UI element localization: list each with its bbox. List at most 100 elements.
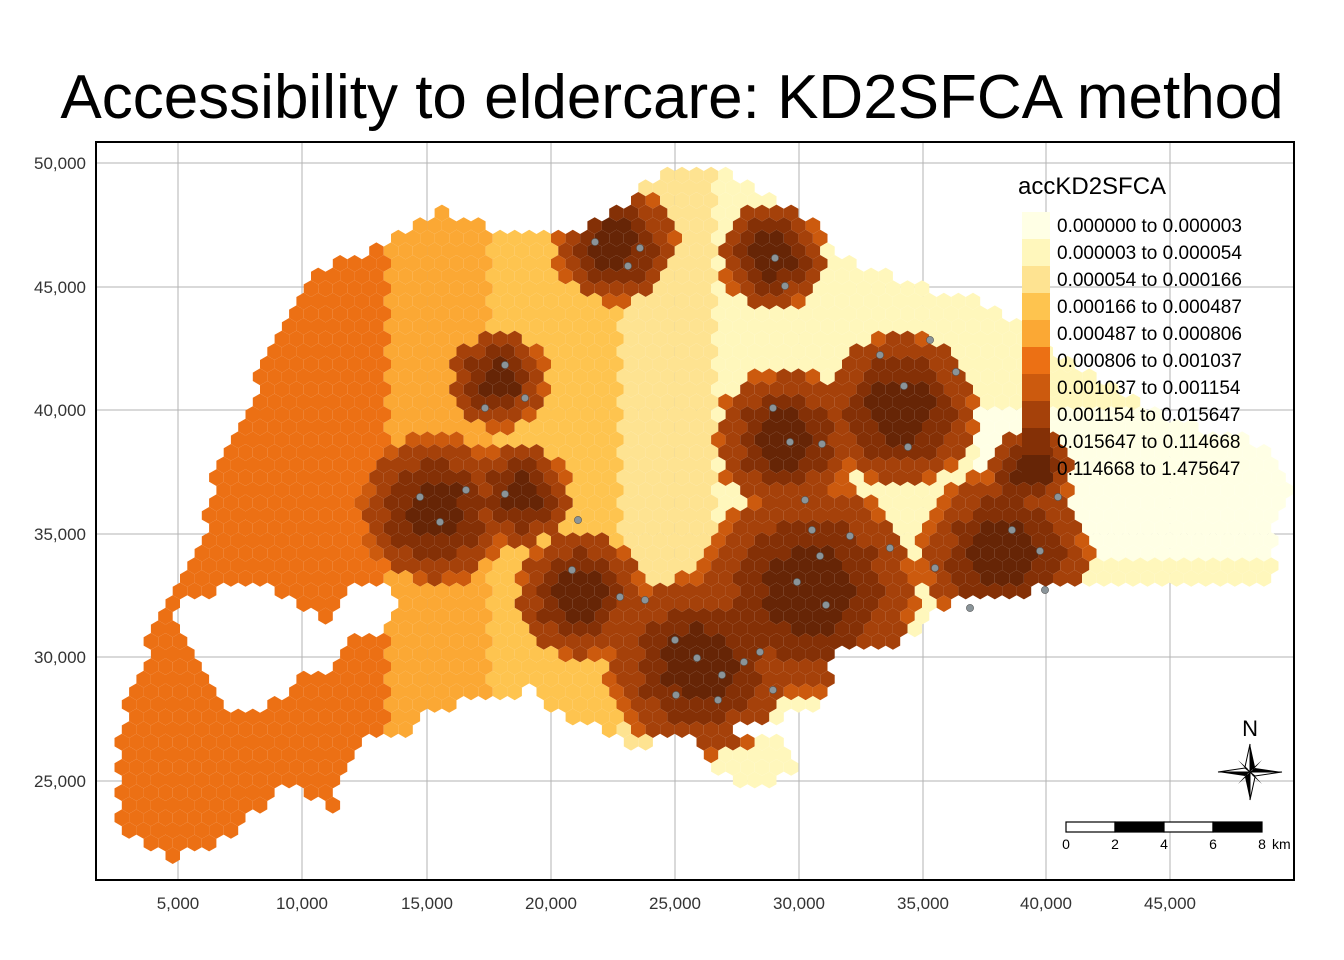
legend-label: 0.000166 to 0.000487 <box>1057 297 1242 318</box>
hex-cell <box>769 381 784 398</box>
hex-cell <box>1162 507 1177 524</box>
hex-cell <box>463 481 479 499</box>
hex-cell <box>1249 456 1264 474</box>
hex-cell <box>1009 393 1024 411</box>
hex-cell <box>383 544 399 562</box>
hex-cell <box>165 696 180 713</box>
hex-cell <box>332 658 348 675</box>
hex-cell <box>441 544 457 562</box>
hex-cell <box>1045 507 1061 524</box>
hex-cell <box>863 318 879 335</box>
hex-cell <box>718 721 733 738</box>
hex-cell <box>529 645 544 663</box>
hex-cell <box>158 607 173 625</box>
hex-cell <box>958 582 973 600</box>
hex-cell <box>369 570 384 587</box>
hex-cell <box>238 469 253 486</box>
hex-cell <box>391 330 406 348</box>
hex-cell <box>580 406 595 423</box>
hex-cell <box>1125 570 1141 587</box>
hex-cell <box>427 494 442 512</box>
hex-cell <box>492 532 508 549</box>
hex-cell <box>696 658 712 675</box>
hex-cell <box>747 368 762 386</box>
hex-cell <box>682 330 697 348</box>
hex-cell <box>776 292 792 310</box>
hex-cell <box>732 368 748 386</box>
hex-cell <box>543 469 559 486</box>
hex-cell <box>325 570 341 587</box>
hex-cell <box>820 368 835 386</box>
hex-cell <box>558 469 573 486</box>
hex-cell <box>682 481 697 499</box>
hex-cell <box>281 721 297 738</box>
hex-cell <box>485 242 501 260</box>
hex-cell <box>369 721 384 738</box>
hex-cell <box>209 771 224 789</box>
hex-cell <box>689 393 704 411</box>
hex-cell <box>762 670 777 688</box>
hex-cell <box>267 343 282 360</box>
hex-cell <box>420 355 435 373</box>
hex-cell <box>536 305 551 323</box>
hex-cell <box>471 418 486 436</box>
hex-cell <box>951 418 966 436</box>
hex-cell <box>682 229 697 247</box>
hex-cell <box>485 368 501 386</box>
hex-cell <box>652 204 668 222</box>
hex-cell <box>449 456 464 474</box>
facility-point <box>769 404 777 412</box>
hex-cell <box>711 607 726 625</box>
hex-cell <box>696 355 712 373</box>
facility-point <box>624 262 632 270</box>
hex-cell <box>412 292 428 310</box>
hex-cell <box>260 456 275 474</box>
hex-cell <box>689 519 704 537</box>
hex-cell <box>740 406 755 423</box>
hex-cell <box>711 204 726 222</box>
hex-cell <box>260 481 275 499</box>
hex-cell <box>594 633 610 650</box>
hex-cell <box>325 469 341 486</box>
hex-cell <box>1133 431 1148 449</box>
hex-cell <box>369 242 384 260</box>
hex-cell <box>543 544 559 562</box>
hex-cell <box>245 481 260 499</box>
hex-cell <box>1067 418 1083 436</box>
hex-cell <box>281 469 297 486</box>
hex-cell <box>667 582 682 600</box>
hex-cell <box>478 431 493 449</box>
hex-cell <box>347 280 362 297</box>
hex-cell <box>1103 481 1119 499</box>
hex-cell <box>311 469 326 486</box>
facility-point <box>718 671 726 679</box>
hex-cell <box>1227 519 1243 537</box>
hex-cell <box>289 759 304 776</box>
hex-cell <box>463 456 479 474</box>
hex-cell <box>703 292 719 310</box>
hex-cell <box>507 330 522 348</box>
hex-cell <box>769 305 784 323</box>
hex-cell <box>1147 406 1163 423</box>
hex-cell <box>652 355 668 373</box>
hex-cell <box>521 431 537 449</box>
hex-cell <box>441 393 457 411</box>
hex-cell <box>376 280 391 297</box>
hex-cell <box>849 444 864 461</box>
hex-cell <box>711 280 726 297</box>
hex-cell <box>580 330 595 348</box>
hex-cell <box>1089 481 1104 499</box>
hex-cell <box>150 721 166 738</box>
hex-cell <box>1060 355 1075 373</box>
hex-cell <box>900 330 915 348</box>
hex-cell <box>543 595 559 612</box>
hex-cell <box>354 469 370 486</box>
hex-cell <box>732 519 748 537</box>
hex-cell <box>594 305 610 323</box>
hex-cell <box>572 469 588 486</box>
hex-cell <box>500 267 515 285</box>
hex-cell <box>994 544 1010 562</box>
hex-cell <box>1169 544 1184 562</box>
hex-cell <box>660 292 675 310</box>
hex-cell <box>842 582 857 600</box>
